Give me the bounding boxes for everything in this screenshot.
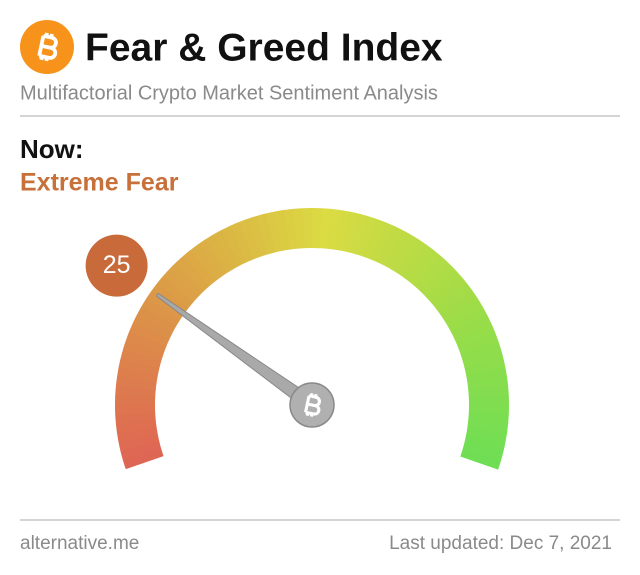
gauge-arc xyxy=(460,448,502,470)
gauge-arc xyxy=(420,262,455,297)
gauge-arc xyxy=(163,268,199,303)
gauge-arc xyxy=(348,213,368,255)
gauge-arc xyxy=(468,386,509,398)
gauge-arc xyxy=(136,305,177,334)
gauge-arc xyxy=(443,298,483,327)
gauge-arc xyxy=(370,222,395,263)
last-updated: Last updated: Dec 7, 2021 xyxy=(389,533,612,554)
gauge-arc xyxy=(205,234,234,273)
gauge-arc xyxy=(383,229,411,270)
gauge-arc xyxy=(116,426,158,442)
gauge-arc xyxy=(123,339,164,361)
gauge-arc xyxy=(190,244,222,282)
gauge-arc xyxy=(169,262,205,297)
gauge-arc xyxy=(118,357,160,376)
gauge-arc xyxy=(115,376,157,391)
gauge-arc xyxy=(462,349,504,369)
gauge-arc xyxy=(447,306,488,334)
value-label: 25 xyxy=(103,251,131,279)
gauge-arc xyxy=(197,238,228,278)
gauge-arc xyxy=(377,225,403,266)
gauge-arc xyxy=(363,218,386,260)
now-label: Now: xyxy=(20,134,84,164)
gauge-arc xyxy=(213,229,241,270)
gauge-arc xyxy=(230,221,255,263)
gauge-arc xyxy=(122,448,164,470)
gauge-arc xyxy=(129,322,170,347)
gauge: 25 xyxy=(85,208,509,470)
gauge-arc xyxy=(462,441,504,461)
gauge-arc xyxy=(125,331,167,354)
gauge-arc xyxy=(425,268,462,303)
gauge-arc xyxy=(115,419,157,433)
gauge-arc xyxy=(132,314,173,340)
gauge-arc xyxy=(341,211,359,253)
gauge-arc xyxy=(430,275,468,309)
gauge-arc xyxy=(238,218,262,260)
gauge-arc xyxy=(402,244,435,282)
subtitle: Multifactorial Crypto Market Sentiment A… xyxy=(20,82,438,104)
needle xyxy=(155,292,317,412)
gauge-arc xyxy=(120,348,162,368)
gauge-arc xyxy=(454,322,495,347)
gauge-arc xyxy=(183,249,216,287)
gauge-arc xyxy=(115,411,156,424)
title: Fear & Greed Index xyxy=(85,26,443,69)
gauge-arc xyxy=(414,256,449,292)
gauge-arc xyxy=(466,427,508,443)
gauge-arc xyxy=(467,419,509,434)
gauge-arc xyxy=(117,367,158,383)
gauge-arc xyxy=(464,358,506,376)
gauge-arc xyxy=(468,412,509,424)
gauge-arc xyxy=(120,441,162,461)
bitcoin-glyph xyxy=(304,393,321,417)
gauge-arc xyxy=(176,255,210,292)
gauge-arc xyxy=(326,208,341,250)
gauge-arc xyxy=(265,211,283,253)
gauge-arc xyxy=(141,297,181,327)
gauge-arc xyxy=(293,208,306,249)
classification: Extreme Fear xyxy=(20,169,179,197)
gauge-arc xyxy=(115,385,156,398)
gauge-arc xyxy=(356,215,377,257)
gauge-arc xyxy=(274,209,291,251)
gauge-arc xyxy=(118,434,160,452)
gauge-arc xyxy=(334,210,350,251)
gauge-arc xyxy=(435,283,473,315)
gauge-arc xyxy=(283,208,298,250)
gauge-arc xyxy=(390,234,419,274)
gauge-arc xyxy=(408,250,442,287)
gauge-arc xyxy=(319,208,332,249)
gauge-arc xyxy=(467,376,509,391)
gauge-arc xyxy=(466,367,508,383)
gauge-arc xyxy=(457,331,499,354)
gauge-arc xyxy=(221,225,248,266)
gauge-arc xyxy=(256,213,276,255)
bitcoin-glyph xyxy=(37,32,58,62)
gauge-arc xyxy=(464,434,506,452)
value-badge xyxy=(85,234,148,297)
gauge-arc xyxy=(460,340,502,362)
gauge-arc xyxy=(451,314,492,341)
source: alternative.me xyxy=(20,533,139,554)
gauge-arc xyxy=(157,275,194,308)
gauge-arc xyxy=(247,215,269,257)
gauge-arc xyxy=(396,239,427,278)
gauge-arc xyxy=(439,290,478,321)
